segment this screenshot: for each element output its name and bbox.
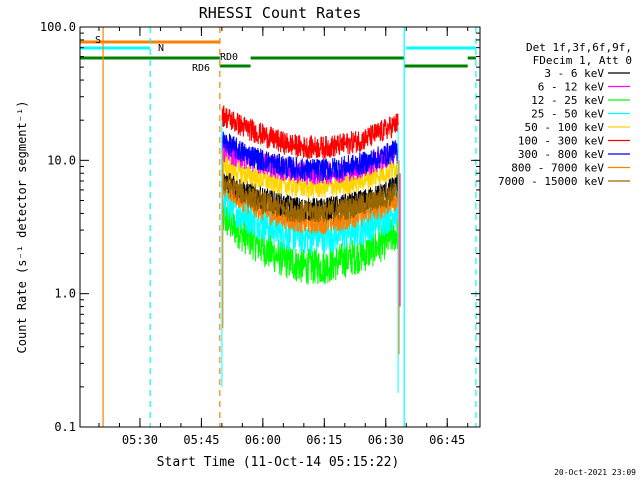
plot-frame xyxy=(79,26,481,428)
series-layer xyxy=(221,105,401,393)
y-tick-label: 100.0 xyxy=(40,20,76,34)
y-axis: 0.1 1.0 10.0 100.0 xyxy=(40,20,480,434)
legend-item-label: 50 - 100 keV xyxy=(525,121,605,134)
x-tick-label: 06:00 xyxy=(245,433,281,447)
footer-timestamp: 20-Oct-2021 23:09 xyxy=(554,468,636,477)
series-line xyxy=(221,171,399,224)
legend-item-label: 800 - 7000 keV xyxy=(511,162,604,175)
vertical-markers xyxy=(102,27,477,427)
flag-bars: S N RD0 RD6 xyxy=(80,35,476,74)
legend-item-label: 25 - 50 keV xyxy=(531,108,604,121)
series-line xyxy=(221,131,399,182)
legend-item-label: 12 - 25 keV xyxy=(531,94,604,107)
flag-label-rd6: RD6 xyxy=(192,63,210,74)
x-tick-label: 06:45 xyxy=(429,433,465,447)
x-tick-label: 06:15 xyxy=(306,433,342,447)
legend-item-label: 3 - 6 keV xyxy=(544,67,604,80)
legend-header: Det 1f,3f,6f,9f, xyxy=(526,41,632,54)
flag-label-s: S xyxy=(95,35,101,46)
legend-header: FDecim 1, Att 0 xyxy=(533,54,632,67)
y-axis-label: Count Rate (s⁻¹ detector segment⁻¹) xyxy=(15,101,29,354)
x-tick-label: 05:45 xyxy=(183,433,219,447)
y-tick-label: 10.0 xyxy=(47,153,76,167)
legend: Det 1f,3f,6f,9f,FDecim 1, Att 03 - 6 keV… xyxy=(498,41,632,188)
x-axis: 05:30 05:45 06:00 06:15 06:30 06:45 xyxy=(98,27,469,447)
y-tick-label: 1.0 xyxy=(54,287,76,301)
flag-label-rd0: RD0 xyxy=(220,52,238,63)
legend-item-label: 100 - 300 keV xyxy=(518,135,604,148)
x-tick-label: 05:30 xyxy=(122,433,158,447)
legend-item-label: 6 - 12 keV xyxy=(538,81,605,94)
chart-title: RHESSI Count Rates xyxy=(199,4,362,22)
x-axis-label: Start Time (11-Oct-14 05:15:22) xyxy=(157,455,400,470)
y-tick-label: 0.1 xyxy=(54,420,76,434)
legend-item-label: 7000 - 15000 keV xyxy=(498,175,604,188)
series-line xyxy=(221,105,399,159)
legend-item-label: 300 - 800 keV xyxy=(518,148,604,161)
flag-label-n: N xyxy=(158,43,164,54)
series-line xyxy=(221,198,399,285)
series-line xyxy=(221,153,399,199)
x-tick-label: 06:30 xyxy=(368,433,404,447)
